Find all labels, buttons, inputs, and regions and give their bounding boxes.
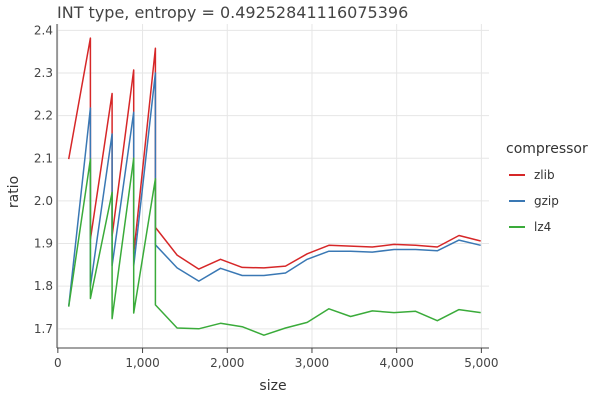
series-line-gzip [67, 72, 481, 307]
y-tick-label: 1.9 [34, 237, 53, 251]
y-tick-label: 1.7 [34, 322, 53, 336]
legend: compressor zlib gzip lz4 [506, 141, 588, 234]
chart-title: INT type, entropy = 0.49252841116075396 [57, 3, 408, 22]
grid-layer [57, 24, 489, 348]
y-tick-label: 1.8 [34, 279, 53, 293]
y-tick-label: 2.2 [34, 109, 53, 123]
legend-label-zlib: zlib [534, 168, 555, 182]
y-tick-label: 2.0 [34, 194, 53, 208]
y-tick-label: 2.4 [34, 23, 53, 37]
legend-title: compressor [506, 141, 588, 157]
x-tick-label: 1,000 [125, 356, 159, 370]
x-axis-label: size [259, 378, 286, 394]
y-tick-label: 2.3 [34, 66, 53, 80]
y-axis-label: ratio [6, 176, 22, 208]
x-tick-label: 4,000 [379, 356, 413, 370]
legend-label-lz4: lz4 [534, 220, 551, 234]
y-tick-label: 2.1 [34, 151, 53, 165]
x-tick-label: 5,000 [464, 356, 498, 370]
x-tick-label: 0 [54, 356, 62, 370]
x-tick-label: 2,000 [210, 356, 244, 370]
axes-layer: 1.7 1.8 1.9 2.0 2.1 2.2 2.3 2.4 0 1,000 2,000 3,000… [34, 23, 499, 370]
legend-label-gzip: gzip [534, 194, 559, 208]
series-line-lz4 [67, 157, 481, 336]
series-layer [67, 37, 481, 336]
x-tick-label: 3,000 [295, 356, 329, 370]
